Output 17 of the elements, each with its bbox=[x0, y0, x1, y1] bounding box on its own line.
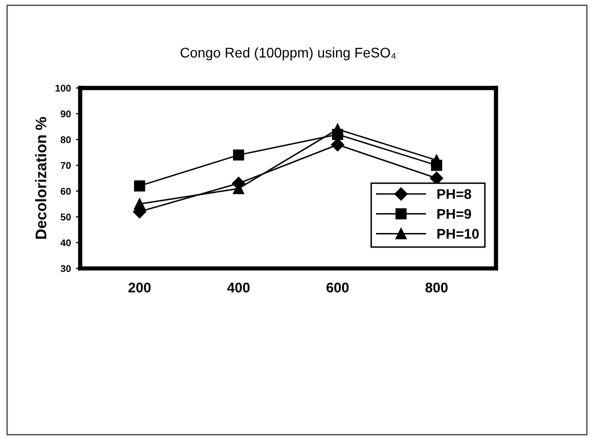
y-tick-label: 100 bbox=[56, 84, 71, 92]
legend-label: PH=9 bbox=[437, 208, 472, 219]
y-axis-title: Decolorization % bbox=[35, 117, 46, 239]
chart-title: Congo Red (100ppm) using FeSO₄ bbox=[180, 47, 396, 60]
y-tick-label: 80 bbox=[60, 136, 71, 144]
y-tick-label: 70 bbox=[60, 162, 71, 169]
y-tick-label: 40 bbox=[60, 239, 71, 246]
y-tick-label: 50 bbox=[60, 214, 71, 220]
x-tick-label: 800 bbox=[425, 282, 448, 292]
x-tick-label: 200 bbox=[128, 282, 151, 292]
y-tick-label: 60 bbox=[60, 188, 71, 195]
x-tick-label: 400 bbox=[227, 282, 250, 292]
legend-label: PH=8 bbox=[437, 189, 472, 199]
y-tick-label: 30 bbox=[60, 265, 71, 272]
x-tick-label: 600 bbox=[326, 282, 349, 292]
legend-label: PH=10 bbox=[437, 228, 479, 239]
y-tick-label: 90 bbox=[60, 110, 71, 118]
